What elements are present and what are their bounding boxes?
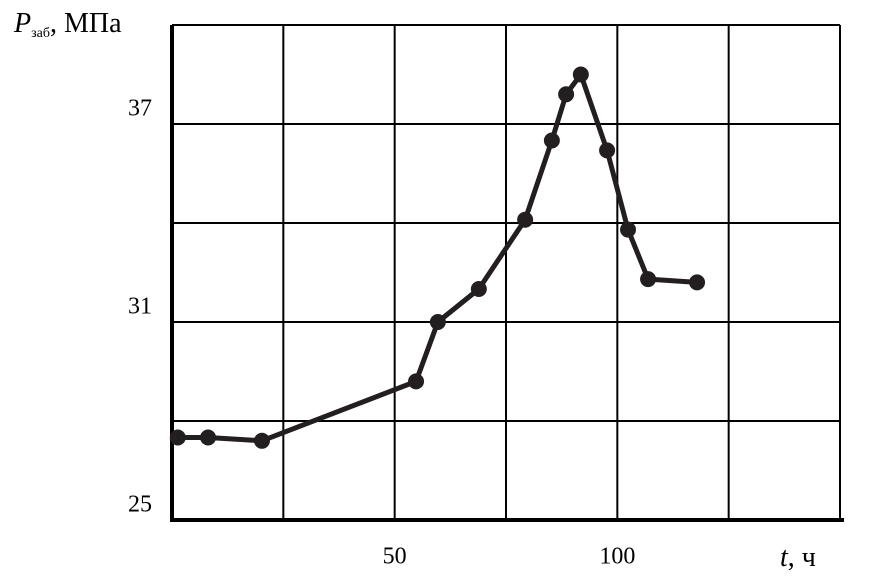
data-point bbox=[572, 66, 589, 83]
data-point bbox=[253, 432, 270, 449]
data-point bbox=[543, 132, 560, 149]
data-point bbox=[620, 221, 637, 238]
y-tick-label: 37 bbox=[128, 96, 152, 122]
y-tick-label: 31 bbox=[128, 294, 152, 320]
y-symbol: P bbox=[13, 8, 31, 39]
data-point bbox=[517, 211, 534, 228]
data-point bbox=[169, 429, 186, 446]
data-point bbox=[640, 271, 657, 288]
x-tick-label: 50 bbox=[383, 544, 407, 570]
x-axis-label: t, ч bbox=[780, 542, 816, 573]
y-unit: , МПа bbox=[50, 8, 122, 39]
data-line bbox=[177, 72, 698, 444]
y-tick-label: 25 bbox=[128, 492, 152, 518]
y-axis-label: Pзаб, МПа bbox=[13, 8, 122, 41]
data-point bbox=[408, 373, 425, 390]
data-point bbox=[200, 429, 217, 446]
data-point bbox=[470, 281, 487, 297]
data-point bbox=[599, 142, 616, 159]
x-symbol: t bbox=[780, 542, 789, 573]
data-point bbox=[689, 274, 706, 291]
y-subscript: заб bbox=[31, 26, 50, 41]
x-tick-label: 100 bbox=[599, 544, 635, 570]
data-point bbox=[429, 314, 446, 330]
data-point bbox=[558, 86, 575, 103]
x-unit: , ч bbox=[788, 542, 816, 573]
